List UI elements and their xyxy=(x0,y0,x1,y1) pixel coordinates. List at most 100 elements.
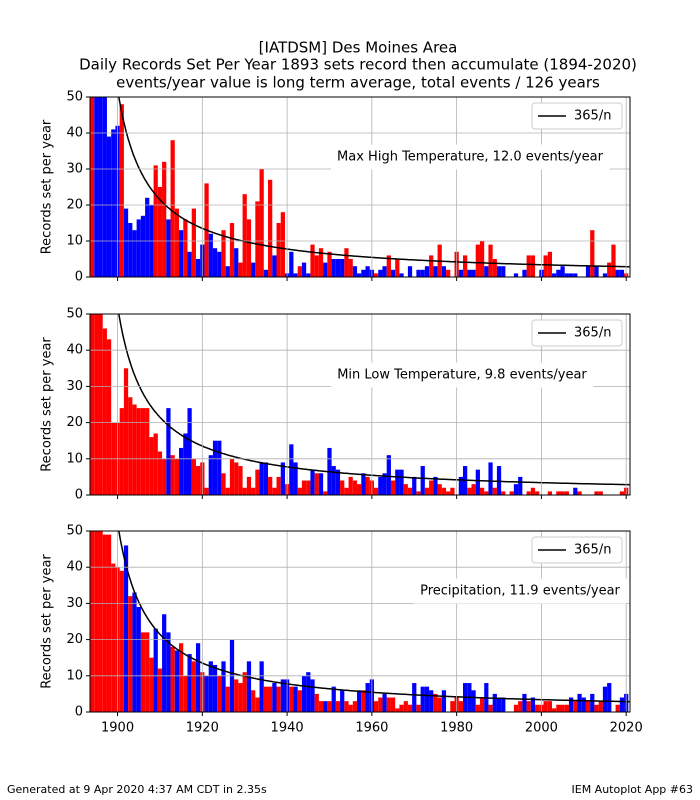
legend-label: 365/n xyxy=(574,109,611,124)
bar xyxy=(361,269,366,277)
bar xyxy=(136,408,141,495)
bar xyxy=(280,462,285,495)
bar xyxy=(331,259,336,277)
bar xyxy=(484,266,489,277)
bar xyxy=(344,487,349,495)
x-tick-label: 1920 xyxy=(186,721,219,736)
bar xyxy=(412,683,417,712)
bar xyxy=(594,704,599,712)
reference-curve xyxy=(118,97,630,268)
bar xyxy=(119,408,124,495)
bar xyxy=(568,697,574,712)
bar xyxy=(318,701,324,712)
bar xyxy=(255,697,260,712)
y-tick-label: 50 xyxy=(66,524,83,539)
bar xyxy=(229,223,235,277)
bar xyxy=(208,455,213,495)
bar xyxy=(179,643,184,712)
bar xyxy=(246,219,252,277)
bar xyxy=(276,476,281,495)
bar xyxy=(344,248,349,277)
bar xyxy=(153,165,158,277)
y-axis-label: Records set per year xyxy=(40,554,55,689)
bar xyxy=(471,484,476,495)
bar xyxy=(162,458,167,495)
bar xyxy=(543,255,548,277)
bar xyxy=(585,701,591,712)
bar xyxy=(594,266,599,277)
bar xyxy=(399,273,404,277)
bar xyxy=(106,534,112,712)
bar xyxy=(251,487,256,495)
bar xyxy=(467,269,472,277)
bar xyxy=(289,251,294,277)
bar xyxy=(310,679,315,712)
bar xyxy=(259,169,264,277)
bar xyxy=(179,447,184,495)
bar xyxy=(420,686,425,712)
bar xyxy=(297,690,302,712)
bar xyxy=(407,704,413,712)
bar xyxy=(518,701,523,712)
bar xyxy=(318,248,324,277)
bar xyxy=(547,491,553,495)
bar xyxy=(373,701,379,712)
bar xyxy=(238,683,243,712)
x-tick-label: 1900 xyxy=(101,721,134,736)
bar xyxy=(573,273,578,277)
bar xyxy=(90,314,95,495)
y-tick-label: 30 xyxy=(66,162,83,177)
bar xyxy=(488,244,493,277)
bar xyxy=(102,534,107,712)
bar xyxy=(619,491,625,495)
bar xyxy=(259,661,264,712)
bar xyxy=(335,701,341,712)
bar xyxy=(552,273,557,277)
bar xyxy=(382,693,387,712)
panel: 0 10 20 30 40 50 Records set per year Max High … xyxy=(40,90,631,285)
bar xyxy=(467,487,472,495)
bar xyxy=(513,704,519,712)
y-axis-label: Records set per year xyxy=(40,119,55,254)
y-tick-label: 50 xyxy=(66,307,83,322)
bar xyxy=(547,701,553,712)
bar xyxy=(162,161,167,277)
bar xyxy=(488,704,493,712)
bar xyxy=(475,244,480,277)
axes-frame xyxy=(89,96,631,278)
bar xyxy=(501,266,506,277)
bar xyxy=(611,244,616,277)
bar xyxy=(407,266,413,277)
bar xyxy=(111,129,116,277)
bar xyxy=(348,259,353,277)
bar xyxy=(530,255,536,277)
bar xyxy=(365,683,370,712)
bar xyxy=(607,262,612,277)
bar xyxy=(564,704,569,712)
bar xyxy=(204,487,209,495)
bar xyxy=(446,269,451,277)
bar xyxy=(581,697,586,712)
bar xyxy=(225,686,230,712)
bar xyxy=(212,664,218,712)
bar xyxy=(301,262,307,277)
bar xyxy=(170,646,175,712)
legend-box xyxy=(531,102,623,130)
bar xyxy=(543,701,548,712)
bar xyxy=(564,491,569,495)
bar xyxy=(212,440,218,495)
bar xyxy=(166,408,171,495)
bar xyxy=(183,433,188,495)
bar xyxy=(560,266,565,277)
bar xyxy=(318,473,324,495)
bar xyxy=(335,259,341,277)
y-tick-label: 20 xyxy=(66,632,83,647)
bar xyxy=(293,686,298,712)
bar xyxy=(327,251,332,277)
bar xyxy=(204,675,209,712)
bar xyxy=(145,632,150,712)
bar xyxy=(140,632,146,712)
bar xyxy=(157,187,163,277)
bar xyxy=(268,179,273,277)
